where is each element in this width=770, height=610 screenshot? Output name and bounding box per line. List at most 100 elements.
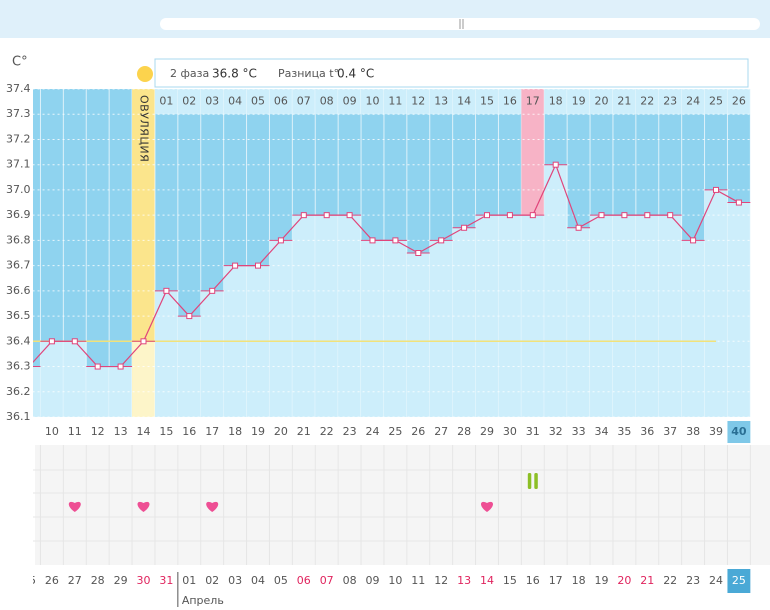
- x-tick-label: 38: [686, 425, 700, 438]
- phase-row: [590, 89, 613, 115]
- date-label: 11: [411, 574, 425, 587]
- x-tick-label: 19: [251, 425, 265, 438]
- heart-icon: [480, 501, 494, 512]
- temp-column: [63, 341, 87, 417]
- phase-row: [269, 89, 293, 115]
- phase-row: [612, 89, 636, 115]
- phase-day-label: 03: [205, 95, 219, 108]
- phase-day-label: 01: [159, 95, 173, 108]
- phase-row: [177, 89, 201, 115]
- current-date-bg: [727, 569, 751, 593]
- y-tick-label: 37.0: [6, 183, 31, 196]
- date-label: 03: [228, 574, 242, 587]
- phase-row: [406, 89, 430, 115]
- temp-point: [117, 363, 124, 370]
- x-tick-label: 16: [182, 425, 196, 438]
- phase-row: [315, 89, 339, 115]
- x-tick-label: 33: [572, 425, 586, 438]
- date-label: 05: [274, 574, 288, 587]
- temp-point: [506, 212, 513, 219]
- phase-row: [361, 89, 384, 115]
- x-tick-label: 21: [297, 425, 311, 438]
- y-tick-label: 36.9: [6, 208, 31, 221]
- temp-point: [346, 212, 353, 219]
- temp-point: [735, 199, 742, 206]
- phase-temp: 36.8 °C: [212, 67, 257, 81]
- date-label: 10: [388, 574, 402, 587]
- x-tick-label: 34: [595, 425, 609, 438]
- y-tick-label: 37.1: [6, 158, 31, 171]
- temp-point: [94, 363, 101, 370]
- temp-point: [667, 212, 674, 219]
- temp-column: [361, 240, 384, 417]
- phase-day-label: 12: [411, 95, 425, 108]
- phase-day-label: 26: [732, 95, 746, 108]
- temp-point: [484, 212, 490, 219]
- phase-day-label: 15: [480, 95, 494, 108]
- plot: 01 02 03 04 05 06 07 08 09 10 11 12 13 14 15 16 17 18 19 20…: [33, 88, 751, 607]
- date-label: 22: [663, 574, 677, 587]
- x-tick-label: 25: [388, 425, 402, 438]
- temp-column: [681, 240, 705, 417]
- phase-row: [452, 89, 476, 115]
- phase-row: [567, 89, 591, 115]
- diff-label: Разница t°: [278, 67, 339, 80]
- phase-row: [727, 89, 751, 115]
- phase-day-label: 20: [595, 95, 609, 108]
- events-area: [35, 445, 770, 565]
- temp-point: [277, 237, 284, 244]
- phase-day-label: 16: [503, 95, 517, 108]
- y-tick-label: 36.3: [6, 360, 31, 373]
- phase-row: [475, 89, 499, 115]
- phase-day-label: 08: [320, 95, 334, 108]
- date-label: 18: [572, 574, 586, 587]
- phase-day-label: 17: [526, 95, 540, 108]
- x-tick-label: 36: [640, 425, 654, 438]
- phase-day-label: 14: [457, 95, 471, 108]
- temp-point: [438, 237, 445, 244]
- heart-icon: [137, 501, 150, 512]
- temp-column: [109, 366, 133, 417]
- temp-point: [48, 338, 55, 345]
- x-tick-label: 14: [137, 425, 151, 438]
- x-tick-label: 17: [205, 425, 219, 438]
- temp-column: [40, 341, 64, 417]
- date-label: 16: [526, 574, 540, 587]
- phase-row: [246, 89, 270, 115]
- phase-day-label: 04: [228, 95, 242, 108]
- x-tick-label: 23: [343, 425, 357, 438]
- phase-day-label: 21: [617, 95, 631, 108]
- date-label: 15: [503, 574, 517, 587]
- green-bar: [534, 473, 538, 489]
- temp-column: [704, 189, 728, 417]
- phase-row: [429, 89, 453, 115]
- date-label: 06: [297, 574, 311, 587]
- x-tick-label: 26: [411, 425, 425, 438]
- y-tick-label: 36.5: [6, 309, 31, 322]
- date-label: 23: [686, 574, 700, 587]
- temp-column: [315, 215, 339, 417]
- x-tick-label: 27: [434, 425, 448, 438]
- temp-column: [154, 290, 178, 417]
- phase-box: [154, 58, 749, 88]
- temp-point: [461, 224, 468, 231]
- y-unit: C°: [12, 55, 28, 70]
- x-tick-label: 30: [503, 425, 517, 438]
- diff-value: 0.4 °C: [337, 67, 374, 81]
- temp-column: [383, 240, 407, 417]
- phase-day-label: 23: [663, 95, 677, 108]
- temp-point: [392, 237, 399, 244]
- phase-day-label: 11: [388, 95, 402, 108]
- date-label: 31: [159, 574, 173, 587]
- phase-day-label: 22: [640, 95, 654, 108]
- y-tick-label: 37.2: [6, 132, 31, 145]
- y-tick-label: 36.7: [6, 259, 31, 272]
- y-tick-label: 36.1: [6, 410, 31, 423]
- temp-column: [132, 341, 155, 417]
- x-tick-label: 15: [159, 425, 173, 438]
- phase-day-label: 19: [572, 95, 586, 108]
- y-tick-label: 36.4: [6, 334, 31, 347]
- phase-label: 2 фаза: [170, 67, 209, 80]
- x-tick-label: 29: [480, 425, 494, 438]
